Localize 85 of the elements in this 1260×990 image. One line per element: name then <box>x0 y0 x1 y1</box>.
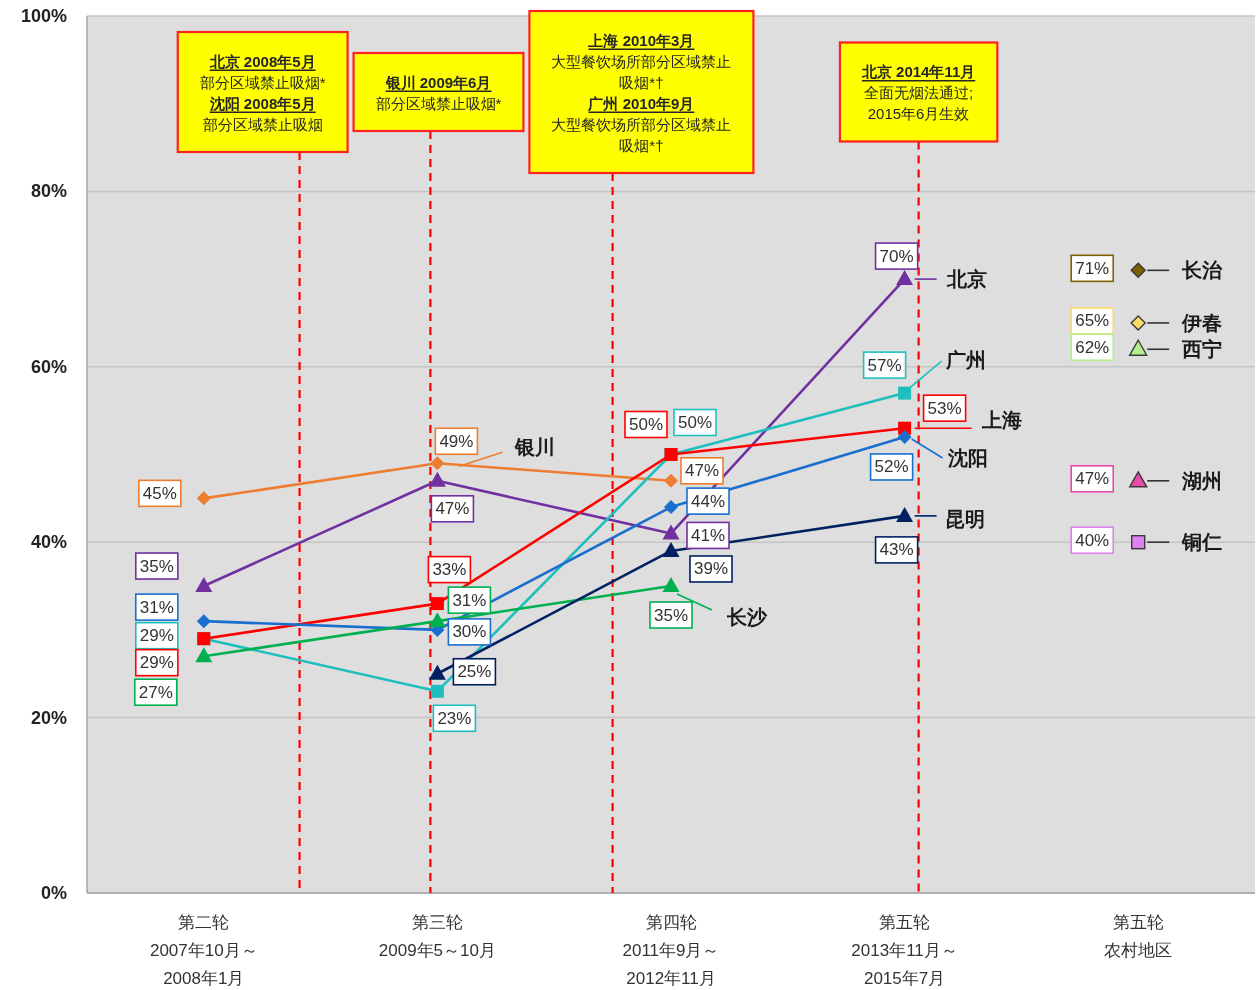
data-label: 43% <box>879 540 914 560</box>
y-tick-label: 40% <box>30 532 67 553</box>
annotation: 沈阳 2008年5月 <box>208 94 316 111</box>
legend-label: 长沙 <box>726 606 768 629</box>
data-label: 39% <box>693 559 729 579</box>
point <box>430 684 444 698</box>
legend-label: 伊春 <box>1181 311 1223 334</box>
legend-label: 广州 <box>944 349 986 372</box>
point <box>428 471 446 487</box>
data-label: 47% <box>684 461 720 481</box>
annotation: 广州 2010年9月 <box>587 94 695 111</box>
legend-label: 北京 <box>945 268 987 291</box>
legend-label: 昆明 <box>944 507 985 530</box>
data-label: 71% <box>1075 258 1110 278</box>
point <box>664 473 678 488</box>
annotation: 部分区域禁止吸烟* <box>199 73 326 90</box>
x-tick-label: 第四轮 2011年9月～ 2012年11月 <box>622 912 720 988</box>
data-label: 50% <box>628 415 664 434</box>
point <box>428 612 446 628</box>
annotation: 北京 2014年11月 <box>860 62 976 80</box>
data-label: 45% <box>142 483 177 503</box>
y-tick-label: 20% <box>30 707 67 728</box>
annotation: 部分区域禁止吸烟* <box>375 94 502 111</box>
data-label: 25% <box>457 662 492 682</box>
data-label: 62% <box>1075 337 1110 357</box>
data-label: 47% <box>1075 469 1110 489</box>
data-label: 49% <box>439 431 474 451</box>
data-label: 47% <box>435 499 470 519</box>
data-label: 53% <box>927 398 962 418</box>
annotation: 2015年6月生效 <box>867 104 970 122</box>
point <box>662 577 680 593</box>
data-label: 40% <box>1075 530 1110 550</box>
data-label: 57% <box>867 355 902 375</box>
data-label: 29% <box>139 626 174 646</box>
x-tick-label: 第三轮 2009年5～10月 <box>378 912 496 960</box>
point <box>662 524 680 540</box>
point <box>664 500 678 515</box>
point <box>896 506 914 522</box>
annotation: 全面无烟法通过; <box>864 83 974 101</box>
point <box>897 429 912 444</box>
annotation: 部分区域禁止吸烟 <box>202 115 323 132</box>
point <box>195 577 213 593</box>
data-label: 50% <box>677 413 713 432</box>
legend-label: 铜仁 <box>1181 531 1223 554</box>
annotation: 大型餐饮场所部分区域禁止吸烟*† <box>551 52 732 90</box>
annotation: 银川 2009年6月 <box>384 73 492 90</box>
y-tick-label: 60% <box>30 356 67 377</box>
point <box>195 647 213 663</box>
data-label: 35% <box>653 605 689 625</box>
y-tick-label: 80% <box>30 181 67 202</box>
point <box>430 456 445 471</box>
legend-label: 沈阳 <box>946 446 988 469</box>
point <box>196 491 211 506</box>
point <box>428 664 446 680</box>
data-label: 70% <box>879 246 914 266</box>
annotation: 北京 2008年5月 <box>208 52 316 69</box>
data-label: 35% <box>139 556 174 576</box>
data-label: 44% <box>690 491 726 511</box>
legend-label: 上海 <box>980 409 1022 432</box>
x-tick-label: 第五轮 2013年11月～ 2015年7月 <box>851 912 958 988</box>
data-label: 33% <box>432 560 467 580</box>
legend-label: 银川 <box>514 436 556 459</box>
data-label: 31% <box>452 590 487 610</box>
legend-label: 长治 <box>1181 259 1224 282</box>
data-label: 52% <box>874 457 909 477</box>
annotation: 大型餐饮场所部分区域禁止吸烟*† <box>551 115 732 153</box>
data-label: 41% <box>690 525 726 545</box>
point <box>662 541 680 557</box>
data-label: 23% <box>437 708 472 728</box>
legend-label: 西宁 <box>1181 338 1223 361</box>
data-label: 30% <box>452 622 487 642</box>
data-label: 31% <box>139 597 174 617</box>
x-tick-label: 第二轮 2007年10月～ 2008年1月 <box>149 912 258 988</box>
point <box>896 270 914 286</box>
data-label: 29% <box>139 653 174 673</box>
annotation: 上海 2010年3月 <box>587 31 695 48</box>
point <box>196 614 211 629</box>
legend-label: 湖州 <box>1181 469 1223 492</box>
point <box>430 597 444 611</box>
point <box>898 386 912 400</box>
y-tick-label: 0% <box>40 883 67 903</box>
y-tick-label: 100% <box>20 6 67 26</box>
data-label: 65% <box>1075 311 1110 331</box>
data-label: 27% <box>138 682 173 702</box>
x-tick-label: 第五轮农村地区 <box>1104 912 1173 960</box>
